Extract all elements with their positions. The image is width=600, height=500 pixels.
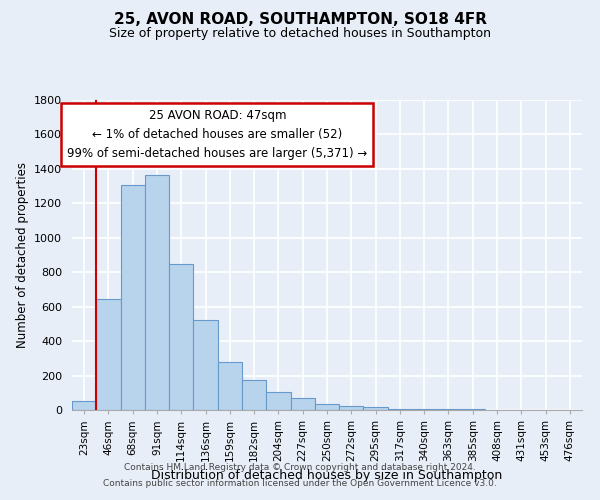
Bar <box>242 380 266 410</box>
Bar <box>193 320 218 410</box>
Text: Contains public sector information licensed under the Open Government Licence v3: Contains public sector information licen… <box>103 478 497 488</box>
Text: 25 AVON ROAD: 47sqm
← 1% of detached houses are smaller (52)
99% of semi-detache: 25 AVON ROAD: 47sqm ← 1% of detached hou… <box>67 110 367 160</box>
Text: 25, AVON ROAD, SOUTHAMPTON, SO18 4FR: 25, AVON ROAD, SOUTHAMPTON, SO18 4FR <box>113 12 487 28</box>
Text: Size of property relative to detached houses in Southampton: Size of property relative to detached ho… <box>109 28 491 40</box>
Bar <box>218 362 242 410</box>
Bar <box>339 406 364 410</box>
X-axis label: Distribution of detached houses by size in Southampton: Distribution of detached houses by size … <box>151 470 503 482</box>
Text: Contains HM Land Registry data © Crown copyright and database right 2024.: Contains HM Land Registry data © Crown c… <box>124 464 476 472</box>
Bar <box>145 175 169 410</box>
Bar <box>72 400 96 410</box>
Bar <box>412 409 436 410</box>
Bar <box>364 408 388 410</box>
Bar <box>315 404 339 410</box>
Bar <box>169 264 193 410</box>
Bar <box>121 185 145 410</box>
Bar <box>388 409 412 410</box>
Bar <box>96 299 121 410</box>
Y-axis label: Number of detached properties: Number of detached properties <box>16 162 29 348</box>
Bar <box>266 392 290 410</box>
Bar <box>290 398 315 410</box>
